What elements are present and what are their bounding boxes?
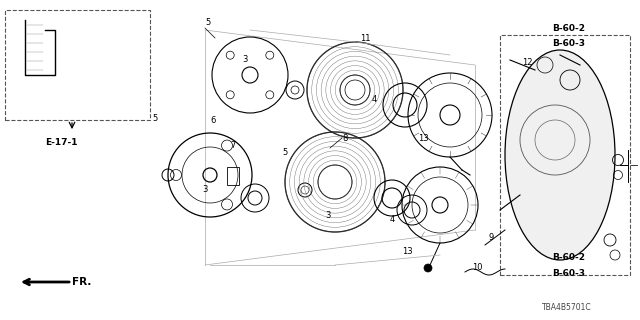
Text: 5: 5 — [152, 114, 157, 123]
Text: — 1: — 1 — [630, 161, 640, 170]
Ellipse shape — [505, 50, 615, 260]
Circle shape — [424, 264, 432, 272]
Text: 5: 5 — [205, 18, 211, 27]
Text: 12: 12 — [522, 58, 532, 67]
Text: 11: 11 — [360, 34, 371, 43]
Text: 3: 3 — [325, 211, 330, 220]
Text: B-60-3: B-60-3 — [552, 38, 585, 47]
Text: 10: 10 — [472, 263, 483, 273]
Text: 8: 8 — [342, 133, 348, 142]
Text: FR.: FR. — [72, 277, 92, 287]
Text: 5: 5 — [282, 148, 287, 156]
Bar — [227, 167, 239, 185]
Text: 13: 13 — [402, 247, 413, 257]
Text: 4: 4 — [372, 95, 377, 105]
Text: 3: 3 — [202, 186, 207, 195]
Text: E-17-1: E-17-1 — [45, 138, 77, 147]
Text: 9: 9 — [488, 234, 493, 243]
Text: B-60-2: B-60-2 — [552, 23, 585, 33]
Text: 6: 6 — [210, 116, 216, 124]
Text: 3: 3 — [242, 55, 248, 65]
Text: 4: 4 — [390, 215, 396, 225]
Text: 13: 13 — [418, 133, 429, 142]
Text: B-60-2: B-60-2 — [552, 253, 585, 262]
Text: 7: 7 — [230, 140, 236, 149]
Text: B-60-3: B-60-3 — [552, 268, 585, 277]
Text: TBA4B5701C: TBA4B5701C — [542, 303, 591, 313]
